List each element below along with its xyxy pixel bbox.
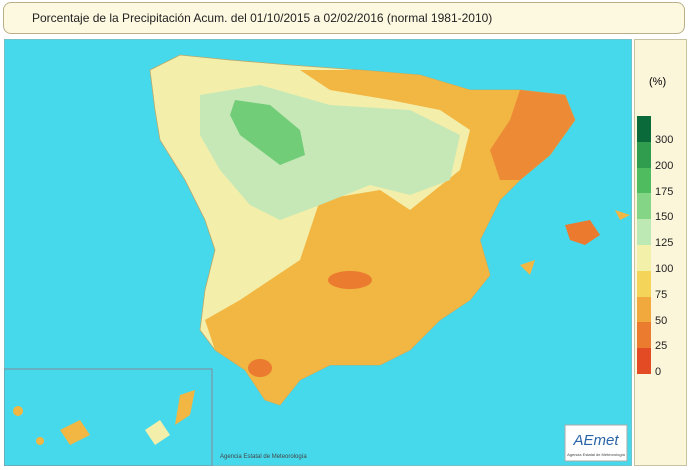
- logo-box: [564, 424, 628, 462]
- legend-label: 75: [655, 288, 668, 301]
- legend-label: 150: [655, 211, 674, 224]
- dry-spot: [248, 359, 272, 377]
- legend-swatch: [637, 219, 651, 246]
- legend-label: 0: [655, 366, 662, 379]
- legend-label: 200: [655, 159, 674, 172]
- legend: (%) 300 200 175 150 125 100 75 50 25 0: [634, 39, 687, 466]
- canaries: [13, 406, 23, 416]
- very-dry: [490, 90, 575, 180]
- menorca: [615, 210, 630, 220]
- credit: Agencia Estatal de Meteorología: [220, 454, 307, 460]
- legend-label: 50: [655, 314, 668, 327]
- legend-swatch: [637, 245, 651, 271]
- canaries: [175, 390, 195, 425]
- legend-label: 175: [655, 185, 674, 198]
- legend-unit: (%): [649, 76, 667, 88]
- logo-caption: Agencia Estatal de Meteorología: [567, 452, 626, 457]
- canaries: [60, 420, 90, 445]
- legend-swatch: [637, 348, 651, 375]
- legend-swatch: [637, 270, 651, 297]
- canaries: [36, 437, 44, 445]
- legend-swatch: [637, 141, 651, 168]
- legend-swatch: [637, 322, 651, 349]
- title: Porcentaje de la Precipitación Acum. del…: [3, 2, 685, 34]
- legend-label: 25: [655, 340, 668, 353]
- legend-label: 100: [655, 263, 674, 275]
- legend-swatch: [637, 116, 651, 142]
- legend-label: 300: [655, 134, 674, 146]
- legend-label: 125: [655, 237, 674, 250]
- wet-core: [230, 100, 305, 165]
- canaries: [145, 420, 170, 445]
- canary-inset: [4, 368, 213, 466]
- legend-swatch: [637, 296, 651, 323]
- logo: AEmet: [572, 432, 619, 449]
- map: Agencia Estatal de Meteorología AEmet Ag…: [4, 39, 632, 466]
- legend-swatch: [637, 167, 651, 194]
- balearics: [565, 220, 600, 245]
- dry-spot: [328, 271, 372, 289]
- ibiza: [520, 260, 535, 275]
- dry-region: [205, 70, 575, 405]
- legend-swatch: [637, 193, 651, 220]
